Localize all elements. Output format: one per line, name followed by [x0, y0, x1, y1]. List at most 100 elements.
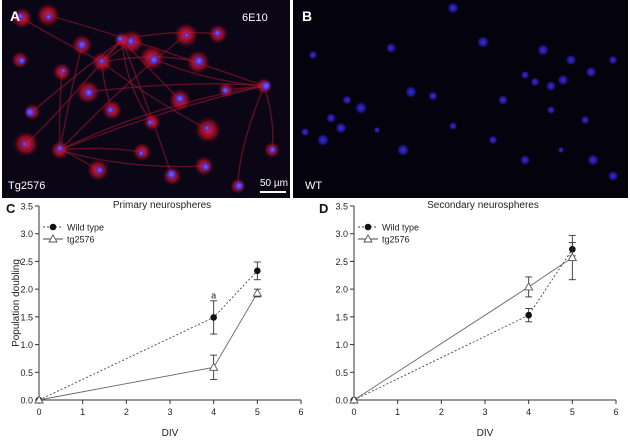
nucleus	[213, 28, 222, 37]
y-tick-label: 0.5	[335, 368, 348, 378]
x-tick-label: 1	[80, 407, 85, 417]
y-tick-label: 1.0	[335, 340, 348, 350]
nucleus	[98, 57, 106, 65]
nucleus	[587, 154, 599, 166]
panel-d-letter: D	[319, 201, 329, 216]
x-tick-label: 6	[613, 407, 618, 417]
nucleus	[335, 122, 347, 134]
legend-label: tg2576	[382, 235, 410, 245]
y-tick-label: 2.0	[335, 285, 348, 295]
nucleus	[342, 95, 352, 105]
y-tick-label: 2.0	[20, 285, 33, 295]
chart-title: Secondary neurospheres	[427, 200, 539, 211]
neurite-process	[31, 39, 123, 113]
nucleus	[447, 2, 459, 14]
y-tick-label: 1.5	[335, 312, 348, 322]
nucleus	[355, 102, 367, 114]
x-tick-label: 2	[439, 407, 444, 417]
data-point-triangle	[567, 252, 578, 261]
nucleus	[76, 39, 88, 50]
nucleus	[25, 107, 36, 118]
nucleus	[580, 115, 590, 125]
legend-label: tg2576	[67, 235, 95, 245]
nucleus	[397, 144, 409, 156]
series-line-wild-type	[38, 270, 258, 401]
data-point-circle	[254, 267, 261, 275]
legend-label: Wild type	[67, 223, 104, 233]
x-axis-label: DIV	[162, 428, 179, 439]
nucleus	[565, 54, 577, 66]
neurite-process	[237, 85, 265, 187]
chart-c-plot: 0.0 0.5 1.0 1.5 2.0 2.5 3.0 3.5 0 1 2 3 4 5 6 Primary n…	[11, 200, 304, 439]
nucleus	[146, 119, 154, 126]
nucleus	[234, 180, 244, 191]
y-tick-label: 0.0	[335, 396, 348, 406]
nucleus	[44, 13, 53, 21]
x-tick-label: 4	[526, 407, 531, 417]
legend-marker-triangle	[363, 234, 373, 243]
nucleus	[56, 144, 64, 153]
micrograph-a-canvas	[11, 2, 281, 195]
nucleus	[537, 44, 549, 56]
series-line-wild-type	[353, 248, 573, 401]
x-tick-label: 0	[351, 407, 356, 417]
nucleus	[116, 34, 125, 43]
chart-d-plot: 0.0 0.5 1.0 1.5 2.0 2.5 3.0 3.5 0 1 2 3 4 5 6 Secondary…	[335, 200, 618, 439]
nucleus	[201, 162, 211, 172]
nucleus	[174, 93, 185, 104]
y-tick-label: 1.0	[20, 340, 33, 350]
series-line-tg2576	[38, 292, 258, 401]
nucleus	[21, 140, 28, 148]
x-tick-label: 3	[482, 407, 487, 417]
neurite-process	[87, 83, 265, 93]
nucleus	[60, 67, 67, 74]
series-line-tg2576	[353, 257, 573, 401]
nucleus	[488, 135, 498, 145]
nucleus	[373, 126, 381, 134]
y-tick-label: 0.5	[20, 368, 33, 378]
chart-secondary-neurospheres: D 0.0 0.5 1.0 1.5 2.0 2.5 3.0 3.5 0 1 2 3 4 5 6 Seconda…	[315, 198, 630, 441]
x-tick-label: 2	[124, 407, 129, 417]
nucleus	[16, 12, 25, 21]
legend-marker-circle	[364, 223, 372, 231]
y-tick-label: 1.5	[20, 312, 33, 322]
nucleus	[148, 54, 160, 65]
panel-a-letter: A	[10, 8, 21, 24]
panel-b-letter: B	[302, 8, 313, 24]
y-tick-label: 3.0	[20, 229, 33, 239]
nucleus	[498, 95, 508, 105]
data-point-triangle	[523, 282, 534, 291]
scale-bar-label: 50 µm	[260, 178, 288, 189]
legend-marker-circle	[49, 223, 57, 231]
neurite-process	[121, 39, 173, 177]
nucleus	[326, 113, 336, 123]
x-tick-label: 6	[298, 407, 303, 417]
y-tick-label: 3.5	[335, 202, 348, 212]
data-point-triangle	[34, 395, 44, 404]
genotype-label-b: WT	[305, 180, 323, 192]
micrograph-wt: B WT	[293, 0, 628, 198]
neurite-process	[59, 85, 265, 151]
x-tick-label: 4	[211, 407, 216, 417]
neurite-process	[59, 147, 143, 153]
micrograph-b-canvas	[300, 2, 619, 182]
stain-label: 6E10	[242, 12, 268, 24]
neurite-process	[101, 61, 209, 131]
nucleus	[405, 86, 417, 98]
panel-c-letter: C	[6, 201, 16, 216]
nucleus	[385, 42, 397, 54]
y-tick-label: 2.5	[20, 257, 33, 267]
scale-bar	[260, 191, 286, 193]
nucleus	[95, 166, 104, 175]
data-point-circle	[210, 314, 217, 321]
neurite-process	[263, 85, 274, 151]
legend-label: Wild type	[382, 223, 419, 233]
nucleus	[317, 134, 329, 146]
nucleus	[607, 170, 619, 182]
nucleus	[106, 105, 115, 114]
x-tick-label: 0	[36, 407, 41, 417]
neurite-process	[59, 85, 265, 151]
y-tick-label: 3.5	[20, 202, 33, 212]
y-tick-label: 2.5	[335, 257, 348, 267]
x-tick-label: 5	[255, 407, 260, 417]
